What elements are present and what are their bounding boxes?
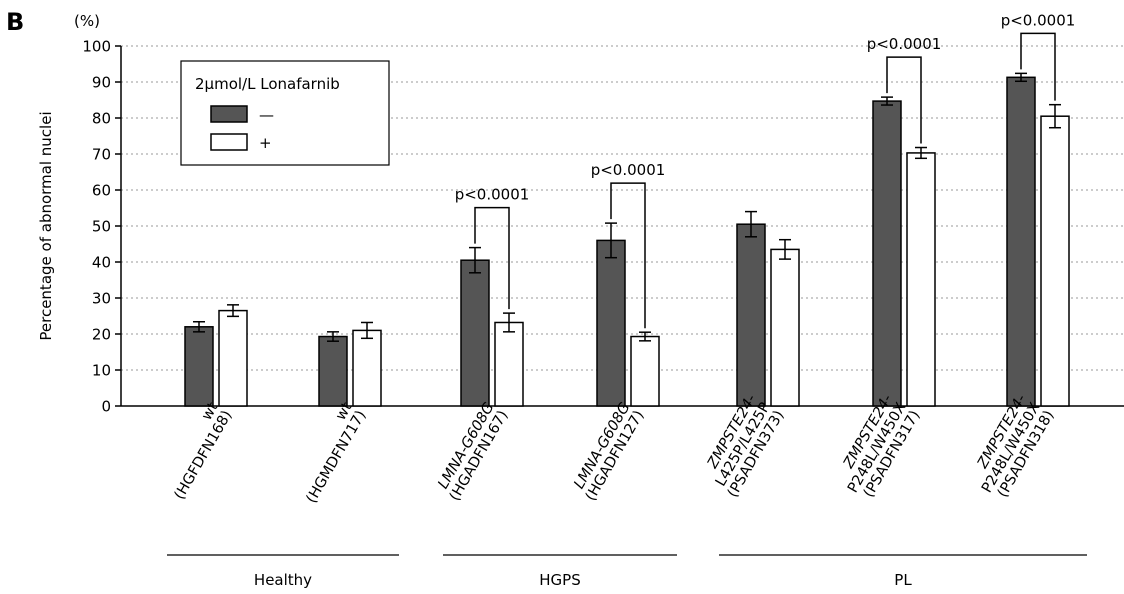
y-axis: 0 10 20 30 40 50 60 70 80 90 100 xyxy=(82,38,1124,416)
legend-title: 2µmol/L Lonafarnib xyxy=(195,75,340,93)
panel-label: B xyxy=(6,8,24,36)
bar xyxy=(218,309,248,407)
legend-swatch xyxy=(210,105,248,123)
bar xyxy=(736,223,766,407)
category-label-line: wt xyxy=(333,400,356,423)
p-value-label: p<0.0001 xyxy=(1001,11,1076,29)
bar xyxy=(184,326,214,407)
y-axis-label: Percentage of abnormal nuclei xyxy=(37,111,55,340)
category-label-line: wt xyxy=(199,400,222,423)
y-tick-label: 90 xyxy=(92,74,111,92)
legend-swatch xyxy=(210,133,248,151)
group-label: Healthy xyxy=(254,571,312,589)
y-tick-label: 100 xyxy=(82,38,111,56)
y-unit-label: (%) xyxy=(74,12,100,30)
category-label: LMNA-G608G(HGADFN127) xyxy=(571,400,647,504)
bar xyxy=(318,335,348,407)
bar xyxy=(1006,76,1036,407)
category-label: wt(HGFDFN168) xyxy=(172,400,236,503)
bar xyxy=(630,335,660,407)
group-labels: Healthy HGPS PL xyxy=(167,554,1087,589)
category-label-line: (HGMDFN717) xyxy=(304,408,370,506)
y-tick-label: 40 xyxy=(92,254,111,272)
y-tick-label: 10 xyxy=(92,362,111,380)
y-tick-label: 30 xyxy=(92,290,111,308)
category-label: ZMPSTE24-P248L/W450X(PSADFN318) xyxy=(974,392,1057,500)
bars xyxy=(184,72,1070,407)
bar xyxy=(872,100,902,407)
bar xyxy=(352,329,382,407)
significance-bracket xyxy=(886,56,922,144)
group-label: PL xyxy=(894,571,912,589)
category-label: ZMPSTE24-L425P/L425P(PSADFN373) xyxy=(704,392,787,500)
category-labels: wt(HGFDFN168) wt(HGMDFN717) LMNA-G608G(HGA… xyxy=(172,392,1058,506)
group-label: HGPS xyxy=(539,571,580,589)
significance-annotations: p<0.0001 p<0.0001 p<0.0001 p<0.0001 xyxy=(455,11,1076,329)
p-value-label: p<0.0001 xyxy=(455,186,530,204)
significance-bracket xyxy=(474,206,510,310)
legend: 2µmol/L Lonafarnib — + xyxy=(180,60,390,166)
p-value-label: p<0.0001 xyxy=(867,35,942,53)
y-tick-label: 0 xyxy=(101,398,111,416)
y-tick-label: 20 xyxy=(92,326,111,344)
bar xyxy=(460,259,490,407)
significance-bracket xyxy=(610,182,646,329)
legend-label: — xyxy=(259,106,274,124)
p-value-label: p<0.0001 xyxy=(591,161,666,179)
bar xyxy=(596,239,626,407)
y-tick-label: 70 xyxy=(92,146,111,164)
category-label: LMNA-G608G(HGADFN167) xyxy=(435,400,511,504)
bar xyxy=(770,248,800,407)
bar xyxy=(906,152,936,407)
category-label: wt(HGMDFN717) xyxy=(304,400,370,506)
significance-bracket xyxy=(1020,32,1056,101)
legend-label: + xyxy=(259,134,272,152)
y-tick-label: 60 xyxy=(92,182,111,200)
bar xyxy=(494,321,524,407)
category-label-line: (HGFDFN168) xyxy=(172,408,236,502)
category-label: ZMPSTE24-P248L/W450X(PSADFN317) xyxy=(840,392,923,500)
bar xyxy=(1040,115,1070,407)
y-tick-label: 80 xyxy=(92,110,111,128)
y-tick-label: 50 xyxy=(92,218,111,236)
